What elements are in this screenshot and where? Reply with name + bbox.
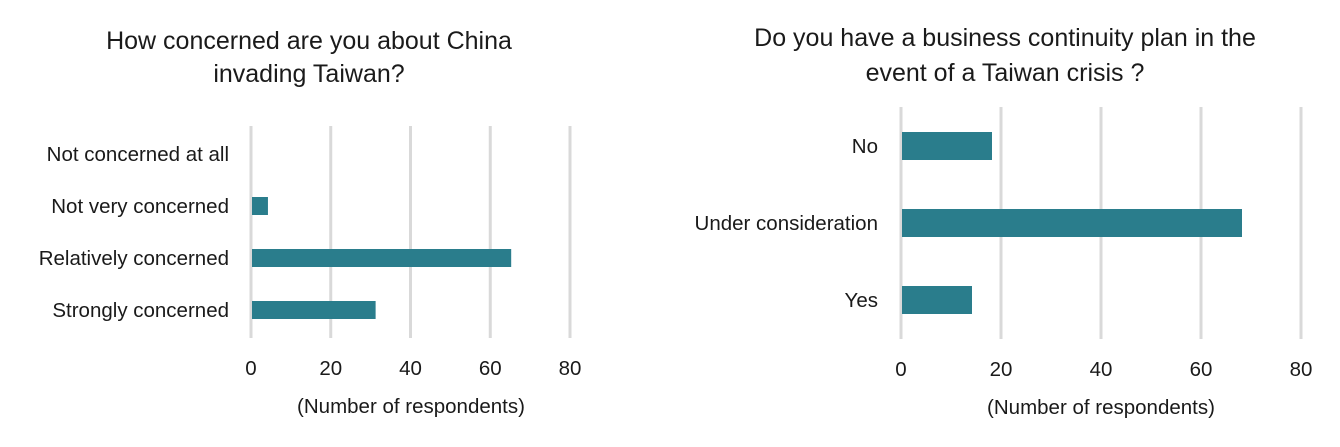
- category-label: Under consideration: [695, 212, 878, 235]
- x-tick-label: 40: [1090, 358, 1113, 381]
- category-labels: No Under consideration Yes: [695, 135, 878, 312]
- chart-title-line-1: How concerned are you about China: [106, 27, 512, 55]
- bars: [252, 197, 512, 319]
- category-label: Relatively concerned: [39, 247, 229, 270]
- chart-title-line-2: event of a Taiwan crisis ?: [866, 59, 1145, 87]
- x-tick-label: 80: [1290, 358, 1313, 381]
- x-tick-labels: 0 20 40 60 80: [245, 357, 581, 380]
- x-tick-label: 60: [1190, 358, 1213, 381]
- bar: [252, 197, 268, 215]
- x-tick-labels: 0 20 40 60 80: [895, 358, 1312, 381]
- bar: [252, 301, 376, 319]
- category-label: Not concerned at all: [47, 143, 229, 166]
- category-label: Strongly concerned: [52, 299, 229, 322]
- x-tick-label: 0: [895, 358, 906, 381]
- x-axis-label: (Number of respondents): [987, 396, 1215, 419]
- category-label: Yes: [845, 289, 878, 312]
- bar: [902, 209, 1242, 237]
- chart-title-line-1: Do you have a business continuity plan i…: [754, 24, 1256, 52]
- bar: [902, 132, 992, 160]
- category-label: No: [852, 135, 878, 158]
- x-tick-label: 20: [990, 358, 1013, 381]
- x-tick-label: 80: [559, 357, 582, 380]
- x-tick-label: 60: [479, 357, 502, 380]
- x-tick-label: 40: [399, 357, 422, 380]
- x-tick-label: 0: [245, 357, 256, 380]
- x-tick-label: 20: [319, 357, 342, 380]
- bar: [252, 249, 512, 267]
- chart-title-line-2: invading Taiwan?: [213, 60, 404, 88]
- chart-continuity-plan: Do you have a business continuity plan i…: [695, 24, 1313, 419]
- bar: [902, 286, 972, 314]
- category-label: Not very concerned: [51, 195, 229, 218]
- bars: [902, 132, 1242, 314]
- x-axis-label: (Number of respondents): [297, 395, 525, 418]
- chart-concern: How concerned are you about China invadi…: [39, 27, 582, 418]
- category-labels: Not concerned at all Not very concerned Re…: [39, 143, 229, 322]
